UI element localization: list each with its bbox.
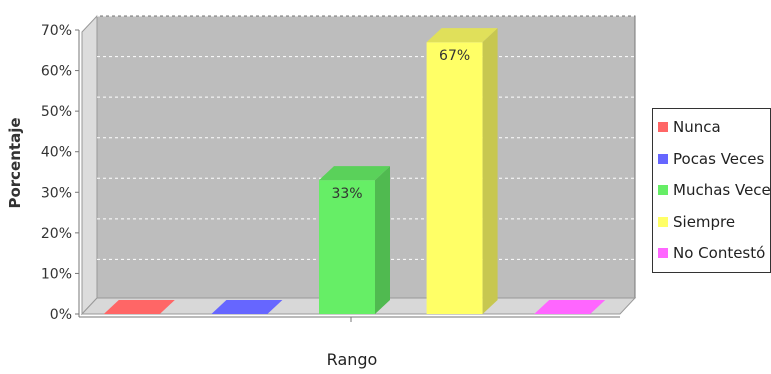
bar-siempre: 67% <box>426 28 498 315</box>
bar-front <box>319 180 375 314</box>
plot-side-wall <box>81 14 98 316</box>
legend-swatch <box>658 216 668 227</box>
bar-value-label: 33% <box>331 186 362 202</box>
legend-label: Nunca <box>673 118 721 136</box>
legend-swatch <box>658 153 668 164</box>
legend-swatch <box>658 248 668 258</box>
legend-swatch <box>658 122 668 132</box>
bar-top <box>426 28 498 43</box>
legend-item: No Contestó <box>658 243 770 275</box>
bar-value-label: 67% <box>439 48 470 64</box>
bar-top <box>211 300 283 314</box>
bar-front <box>426 42 483 315</box>
legend-label: Pocas Veces <box>673 149 765 168</box>
y-tick-label: 10% <box>41 266 72 282</box>
y-tick-label: 70% <box>41 23 72 39</box>
chart-legend: Nunca Pocas Veces Muchas Veces Siempre No Co… <box>652 108 771 273</box>
x-axis-label: Rango <box>327 350 378 369</box>
bar-top <box>103 300 175 314</box>
bar-side <box>482 28 498 315</box>
legend-swatch <box>658 185 668 195</box>
y-tick-label: 50% <box>41 104 72 120</box>
y-tick-label: 0% <box>50 307 72 323</box>
bar-pocas-veces <box>211 300 283 314</box>
legend-item: Muchas Veces <box>658 180 771 212</box>
y-axis-label: Porcentaje <box>6 117 24 208</box>
bar-top <box>534 300 606 314</box>
legend-label: Siempre <box>673 212 736 231</box>
y-tick-label: 40% <box>41 145 72 161</box>
legend-label: Muchas Veces <box>673 181 771 199</box>
legend-item: Pocas Veces <box>658 149 770 181</box>
y-tick-label: 20% <box>41 226 72 242</box>
bar-muchas-veces: 33% <box>319 166 390 314</box>
legend-item: Siempre <box>658 212 770 244</box>
bar-side <box>375 166 390 314</box>
bar-top <box>319 166 390 181</box>
bar-no-contestó <box>534 300 606 314</box>
bar-nunca <box>103 300 175 314</box>
legend-item: Nunca <box>658 117 770 149</box>
y-tick-label: 30% <box>41 185 72 201</box>
y-tick-label: 60% <box>41 64 72 80</box>
legend-label: No Contestó <box>673 244 766 262</box>
